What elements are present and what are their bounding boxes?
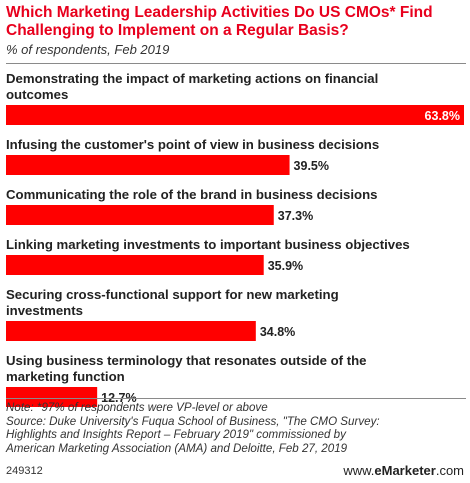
value-label: 63.8% <box>425 109 460 123</box>
note-line: American Marketing Association (AMA) and… <box>6 441 348 455</box>
bar <box>6 321 256 341</box>
source-note: Note: *97% of respondents were VP-level … <box>6 401 461 455</box>
category-label: Communicating the role of the brand in b… <box>6 187 378 202</box>
bar <box>6 205 274 225</box>
category-label: Infusing the customer's point of view in… <box>6 137 379 152</box>
brand-name: eMarketer <box>374 463 436 478</box>
brand-logo[interactable]: www.eMarketer.com <box>343 463 464 478</box>
bar <box>6 387 98 407</box>
bar <box>6 255 264 275</box>
category-label: Using business terminology that resonate… <box>6 353 367 368</box>
value-label: 34.8% <box>260 325 295 339</box>
value-label: 39.5% <box>294 159 329 173</box>
category-label: Linking marketing investments to importa… <box>6 237 410 252</box>
chart-title: Which Marketing Leadership Activities Do… <box>6 4 433 39</box>
category-label: outcomes <box>6 87 68 102</box>
value-label: 35.9% <box>268 259 303 273</box>
brand-prefix: www. <box>343 463 375 478</box>
category-label: marketing function <box>6 369 125 384</box>
brand-suffix: .com <box>435 463 464 478</box>
note-line: Note: *97% of respondents were VP-level … <box>6 401 268 414</box>
note-line: Source: Duke University's Fuqua School o… <box>6 414 380 428</box>
category-label: Demonstrating the impact of marketing ac… <box>6 71 378 86</box>
value-label: 37.3% <box>278 209 313 223</box>
category-label: investments <box>6 303 83 318</box>
top-divider <box>6 63 466 64</box>
bar <box>6 105 464 125</box>
bottom-divider <box>6 398 466 399</box>
chart-subtitle: % of respondents, Feb 2019 <box>6 42 170 57</box>
note-line: Highlights and Insights Report – Februar… <box>6 428 346 442</box>
bar <box>6 155 290 175</box>
category-label: Securing cross-functional support for ne… <box>6 287 339 302</box>
chart-id: 249312 <box>6 465 43 477</box>
